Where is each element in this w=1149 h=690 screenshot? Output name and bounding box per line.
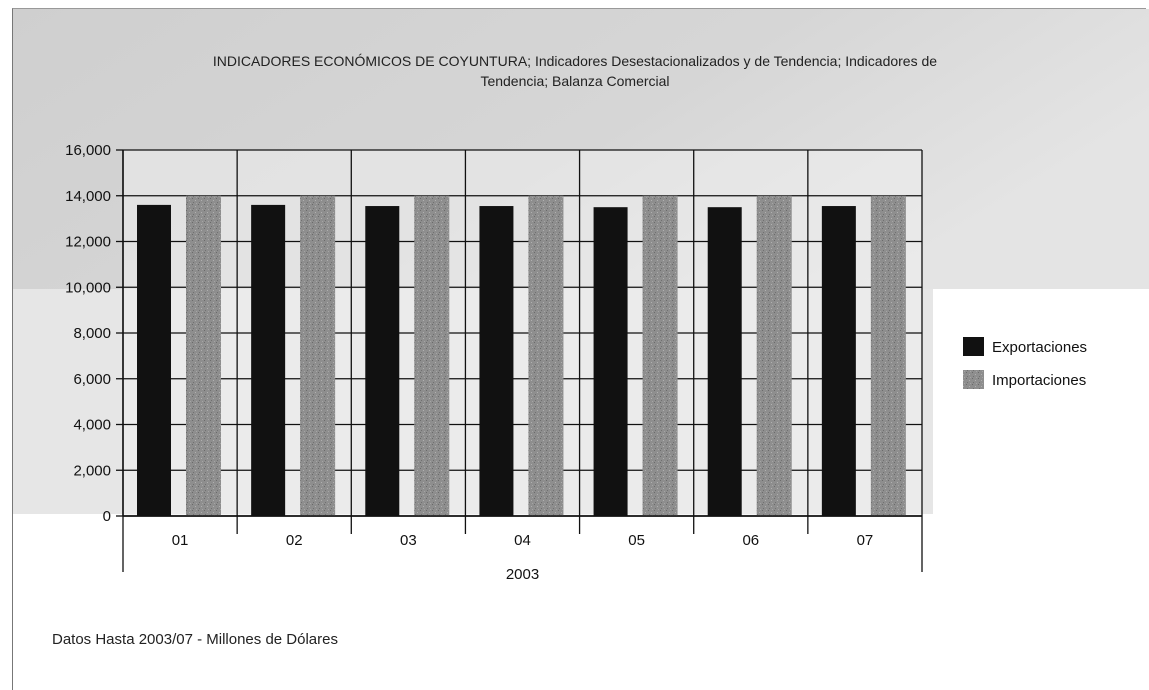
bar-importaciones xyxy=(414,195,450,516)
axes: 0 2,000 4,000 6,000 8,000 10,000 12,000 14,000 1… xyxy=(65,142,923,583)
legend: Exportaciones Importaciones xyxy=(963,337,1087,389)
x-tick-label: 07 xyxy=(857,532,874,549)
bars xyxy=(137,195,906,516)
bar-exportaciones xyxy=(479,206,514,516)
bar-exportaciones xyxy=(821,206,856,516)
footer-note: Datos Hasta 2003/07 - Millones de Dólare… xyxy=(52,631,338,648)
bar-exportaciones xyxy=(137,204,171,516)
bar-exportaciones xyxy=(593,207,628,516)
y-tick-label: 10,000 xyxy=(65,279,111,296)
chart-title-line2: Tendencia; Balanza Comercial xyxy=(480,73,669,89)
y-tick-label: 4,000 xyxy=(73,417,111,434)
x-tick-label: 06 xyxy=(742,532,759,549)
x-tick-label: 03 xyxy=(400,532,417,549)
bar-importaciones xyxy=(186,195,221,516)
bar-exportaciones xyxy=(365,206,400,516)
bar-importaciones xyxy=(300,195,336,516)
x-tick-label: 04 xyxy=(514,532,531,549)
bar-exportaciones xyxy=(251,204,286,516)
chart-frame xyxy=(12,8,1146,690)
legend-label-importaciones: Importaciones xyxy=(992,372,1086,389)
legend-swatch-exportaciones xyxy=(963,337,984,356)
y-tick-label: 6,000 xyxy=(73,371,111,388)
bar-exportaciones xyxy=(707,207,742,516)
x-tick-label: 05 xyxy=(628,532,645,549)
bar-importaciones xyxy=(756,195,792,516)
y-tick-label: 16,000 xyxy=(65,142,111,159)
bar-importaciones xyxy=(870,195,906,516)
y-tick-label: 0 xyxy=(103,508,111,525)
chart-title-line1: INDICADORES ECONÓMICOS DE COYUNTURA; Ind… xyxy=(213,53,937,69)
x-tick-label: 01 xyxy=(172,532,189,549)
x-tick-label: 02 xyxy=(286,532,303,549)
legend-label-exportaciones: Exportaciones xyxy=(992,339,1087,356)
legend-swatch-importaciones xyxy=(963,370,984,389)
bar-importaciones xyxy=(528,195,564,516)
y-tick-label: 12,000 xyxy=(65,234,111,251)
bar-importaciones xyxy=(642,195,678,516)
y-tick-label: 2,000 xyxy=(73,462,111,479)
gridlines xyxy=(122,149,923,517)
x-group-label: 2003 xyxy=(506,566,539,583)
y-tick-label: 8,000 xyxy=(73,325,111,342)
y-tick-label: 14,000 xyxy=(65,188,111,205)
